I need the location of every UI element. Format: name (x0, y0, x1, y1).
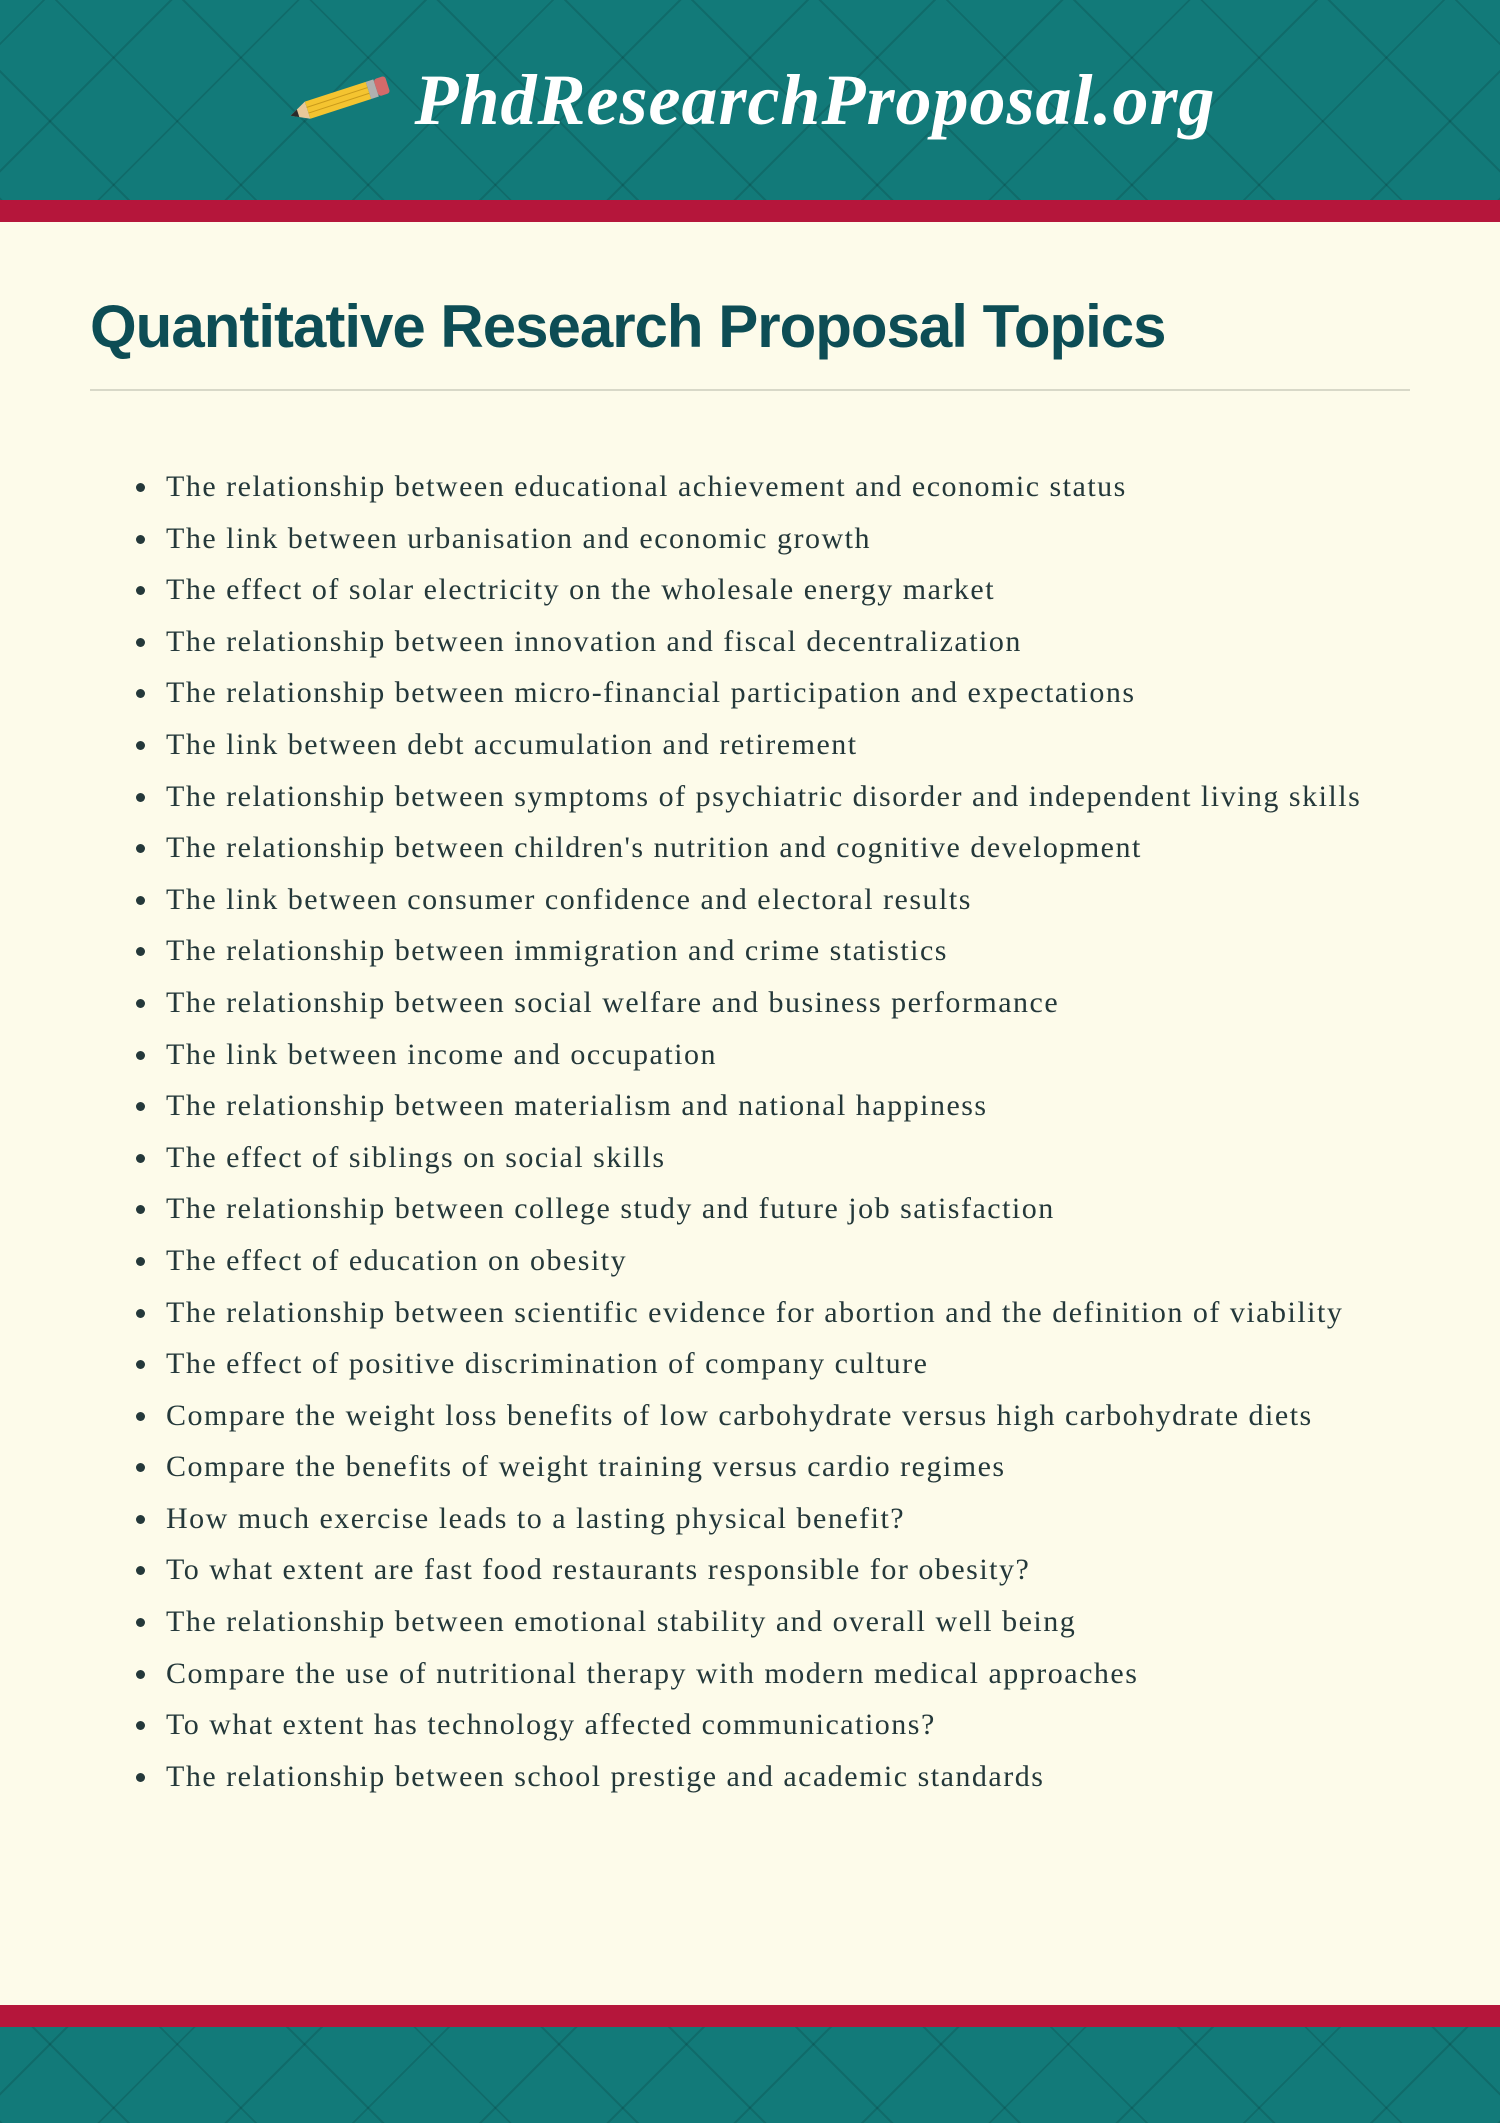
page-title: Quantitative Research Proposal Topics (90, 292, 1410, 391)
topic-item: The relationship between social welfare … (160, 977, 1410, 1029)
topic-item: To what extent are fast food restaurants… (160, 1544, 1410, 1596)
topic-item: The link between debt accumulation and r… (160, 719, 1410, 771)
topic-item: Compare the weight loss benefits of low … (160, 1390, 1410, 1442)
topic-item: The relationship between immigration and… (160, 925, 1410, 977)
footer-banner (0, 2027, 1500, 2123)
accent-bar-top (0, 200, 1500, 222)
topics-list: The relationship between educational ach… (90, 461, 1410, 1802)
topic-item: The relationship between innovation and … (160, 616, 1410, 668)
topic-item: The effect of solar electricity on the w… (160, 564, 1410, 616)
topic-item: The relationship between school prestige… (160, 1751, 1410, 1803)
topic-item: The link between consumer confidence and… (160, 874, 1410, 926)
pencil-icon (284, 65, 394, 135)
topic-item: The effect of positive discrimination of… (160, 1338, 1410, 1390)
topic-item: The effect of siblings on social skills (160, 1132, 1410, 1184)
site-name: PhdResearchProposal.org (414, 59, 1215, 142)
topic-item: The effect of education on obesity (160, 1235, 1410, 1287)
topic-item: The link between urbanisation and econom… (160, 513, 1410, 565)
topic-item: The link between income and occupation (160, 1029, 1410, 1081)
topic-item: Compare the use of nutritional therapy w… (160, 1648, 1410, 1700)
topic-item: The relationship between micro-financial… (160, 667, 1410, 719)
accent-bar-bottom (0, 2005, 1500, 2027)
topic-item: The relationship between scientific evid… (160, 1287, 1410, 1339)
footer (0, 2005, 1500, 2123)
topic-item: The relationship between emotional stabi… (160, 1596, 1410, 1648)
header-banner: PhdResearchProposal.org (0, 0, 1500, 200)
content-area: Quantitative Research Proposal Topics Th… (0, 222, 1500, 1842)
topic-item: The relationship between college study a… (160, 1183, 1410, 1235)
topic-item: To what extent has technology affected c… (160, 1699, 1410, 1751)
topic-item: The relationship between children's nutr… (160, 822, 1410, 874)
topic-item: The relationship between educational ach… (160, 461, 1410, 513)
topic-item: The relationship between materialism and… (160, 1080, 1410, 1132)
topic-item: The relationship between symptoms of psy… (160, 771, 1410, 823)
topic-item: How much exercise leads to a lasting phy… (160, 1493, 1410, 1545)
topic-item: Compare the benefits of weight training … (160, 1441, 1410, 1493)
